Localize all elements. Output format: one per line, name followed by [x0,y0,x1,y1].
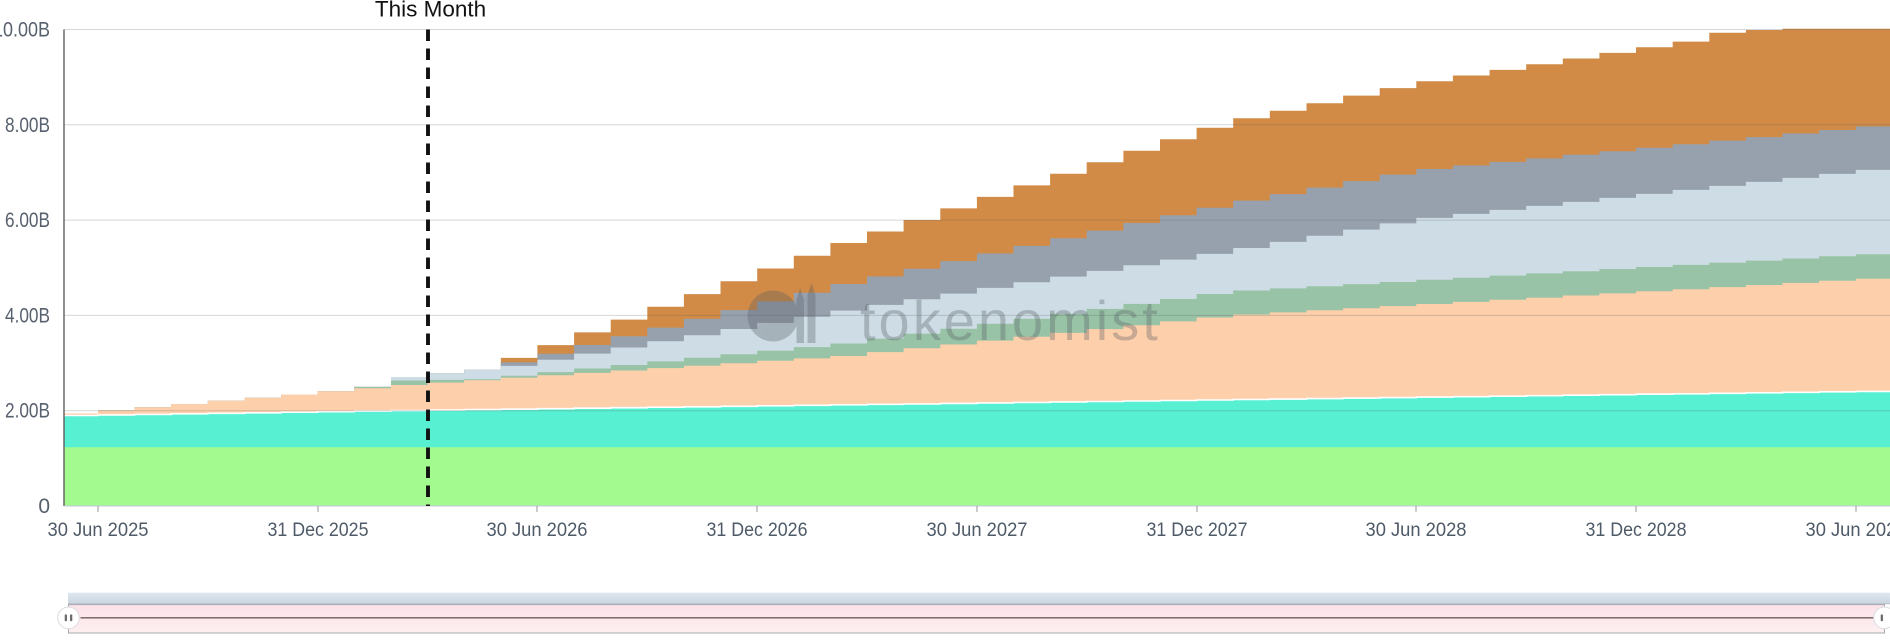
svg-text:31 Dec 2025: 31 Dec 2025 [268,519,369,541]
svg-text:6.00B: 6.00B [5,209,50,232]
svg-text:0: 0 [38,495,50,518]
svg-text:31 Dec 2026: 31 Dec 2026 [707,519,808,541]
svg-text:4.00B: 4.00B [5,304,50,327]
svg-text:30 Jun 2029: 30 Jun 2029 [1806,519,1890,541]
svg-text:30 Jun 2025: 30 Jun 2025 [48,519,149,541]
svg-text:10.00B: 10.00B [0,19,50,42]
svg-text:31 Dec 2027: 31 Dec 2027 [1147,519,1248,541]
svg-text:30 Jun 2026: 30 Jun 2026 [487,519,588,541]
svg-text:This Month: This Month [375,0,486,22]
svg-text:8.00B: 8.00B [5,114,50,137]
svg-text:30 Jun 2028: 30 Jun 2028 [1366,519,1467,541]
svg-text:31 Dec 2028: 31 Dec 2028 [1586,519,1687,541]
svg-text:tokenomist: tokenomist [860,289,1161,352]
svg-text:30 Jun 2027: 30 Jun 2027 [927,519,1028,541]
svg-text:2.00B: 2.00B [5,400,50,423]
